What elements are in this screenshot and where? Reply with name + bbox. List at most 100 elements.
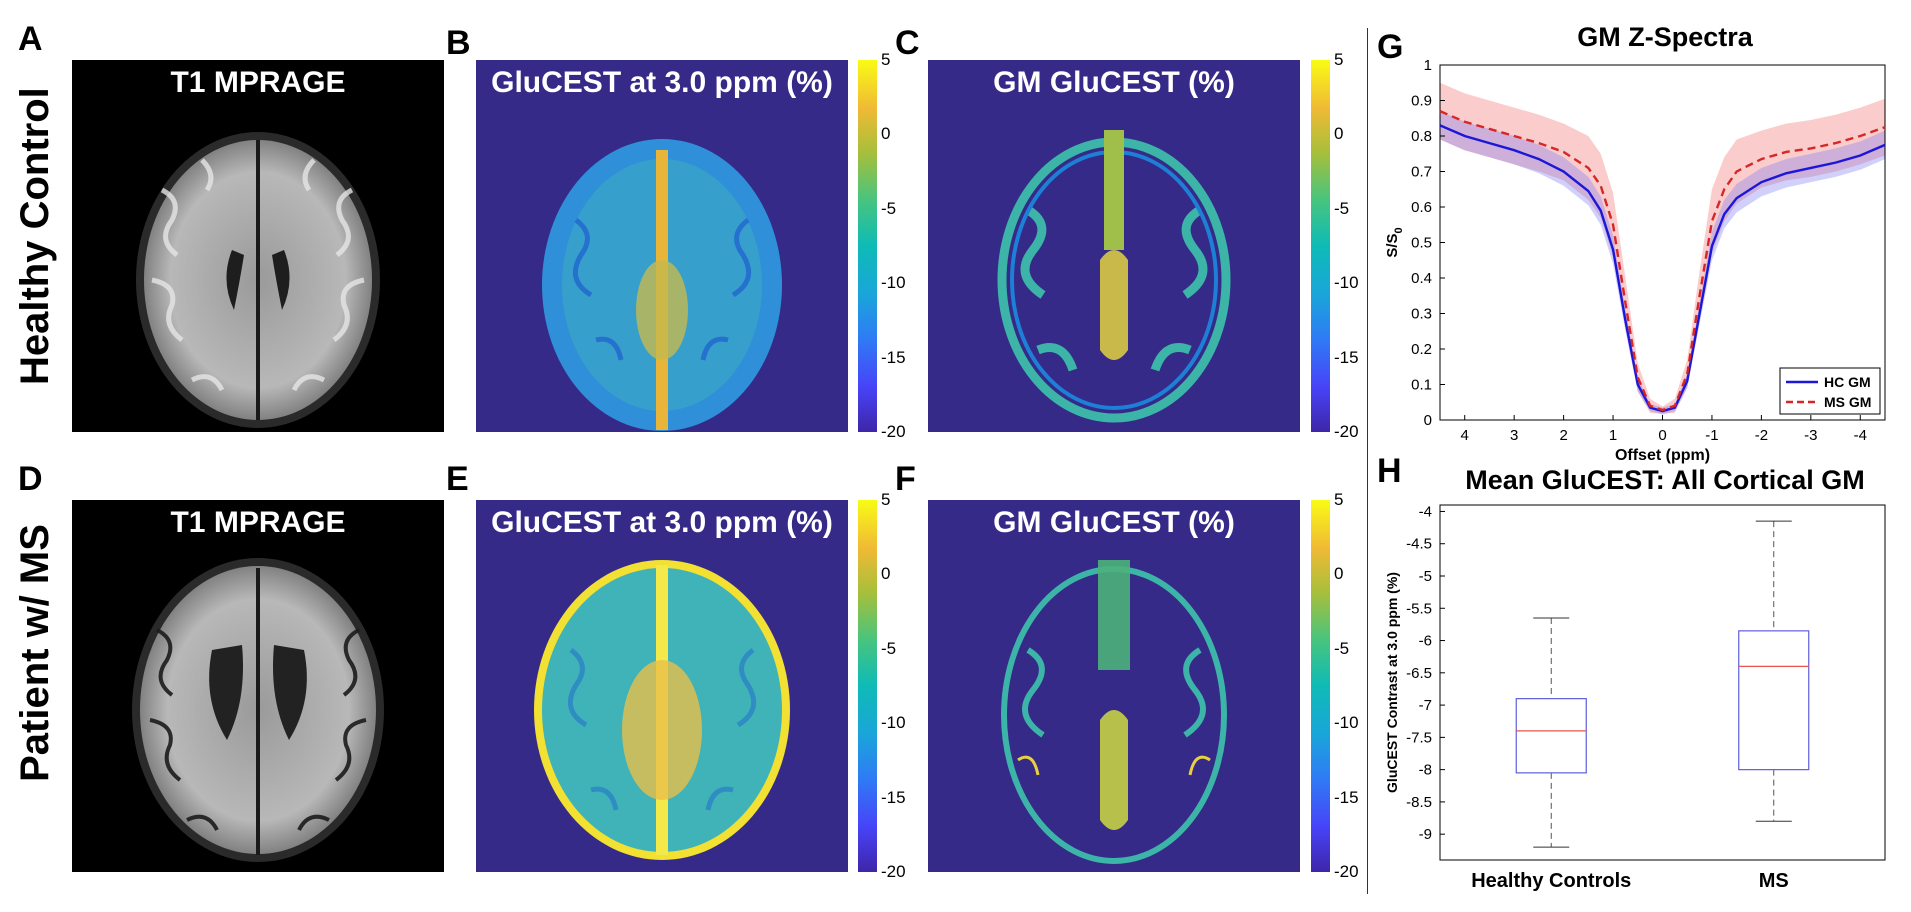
glucest-map-ms: GluCEST at 3.0 ppm (%) <box>476 500 848 872</box>
x-tick-label: -1 <box>1705 427 1718 444</box>
series-band-1 <box>1440 82 1885 414</box>
colorbar-tick-label: -10 <box>1334 713 1359 733</box>
colorbar-tick-label: 5 <box>1334 490 1344 509</box>
y-tick-label: 0.7 <box>1411 164 1432 181</box>
colorbar-tick-label: -5 <box>1334 198 1350 218</box>
row-label-patient-ms: Patient w/ MS <box>13 524 57 782</box>
panel-title-f: GM GluCEST (%) <box>993 506 1235 539</box>
y-tick-label: -8.5 <box>1406 794 1432 811</box>
t1-image-ms: T1 MPRAGE <box>72 500 444 872</box>
x-axis-label: Offset (ppm) <box>1615 447 1710 464</box>
colorbar-tick-label: -10 <box>1334 273 1359 293</box>
panel-letter-g: G <box>1377 28 1404 66</box>
colorbar-tick-label: 0 <box>1334 124 1344 144</box>
colorbar-tick-label: -15 <box>1334 347 1359 367</box>
y-tick-label: 0 <box>1424 412 1432 429</box>
colorbar-tick-label: -5 <box>881 638 897 658</box>
colorbar-tick-label: 5 <box>1334 50 1344 69</box>
x-category-label: MS <box>1759 870 1789 892</box>
colorbar-tick-label: -20 <box>881 422 906 441</box>
y-tick-label: -6.5 <box>1406 665 1432 682</box>
colorbar-e <box>858 500 877 872</box>
colorbar-tick-label: -15 <box>881 347 906 367</box>
z-spectra-chart: 4 3 2 1 0 -1 -2 -3 -4 0 0.1 0.2 0.3 0.4 0.5 0.6 0.7 0.8 0.… <box>1384 57 1886 464</box>
box-0 <box>1515 698 1587 774</box>
y-tick-label: -4 <box>1419 503 1432 520</box>
y-tick-label: -6 <box>1419 633 1432 650</box>
colorbar-tick-label: 0 <box>881 564 891 584</box>
x-category-label: Healthy Controls <box>1471 870 1631 892</box>
gm-glucest-map-healthy: GM GluCEST (%) <box>928 60 1300 432</box>
y-tick-label: -7 <box>1419 697 1432 714</box>
panel-letter-f: F <box>895 460 916 498</box>
colorbar-tick-label: -5 <box>1334 638 1350 658</box>
y-tick-label: 0.1 <box>1411 377 1432 394</box>
x-tick-label: 1 <box>1609 427 1617 444</box>
gm-glucest-map-ms: GM GluCEST (%) <box>928 500 1300 872</box>
colorbar-b <box>858 60 877 432</box>
colorbar-tick-label: -10 <box>881 273 906 293</box>
panel-letter-b: B <box>446 24 471 62</box>
legend-box <box>1779 367 1881 415</box>
y-tick-label: -7.5 <box>1406 729 1432 746</box>
box-1 <box>1738 630 1810 771</box>
chart-title-h: Mean GluCEST: All Cortical GM <box>1465 465 1865 495</box>
colorbar-tick-label: -20 <box>881 862 906 881</box>
y-tick-label: 0.9 <box>1411 93 1432 110</box>
legend-label: MS GM <box>1824 394 1871 410</box>
glucest-boxplot-chart: -4 -4.5 -5 -5.5 -6 -6.5 -7 -7.5 -8 -8.5 -9 Healthy … <box>1384 503 1886 892</box>
panel-title-b: GluCEST at 3.0 ppm (%) <box>491 66 833 99</box>
y-tick-label: 0.2 <box>1411 341 1432 358</box>
chart-title-g: GM Z-Spectra <box>1577 22 1753 52</box>
colorbar-tick-label: -15 <box>881 787 906 807</box>
y-tick-label: 1 <box>1424 57 1432 74</box>
panel-letter-e: E <box>446 460 469 498</box>
x-tick-label: -4 <box>1854 427 1867 444</box>
colorbar-tick-label: -5 <box>881 198 897 218</box>
y-tick-label: 0.4 <box>1411 270 1432 287</box>
colorbar-f <box>1311 500 1330 872</box>
y-tick-label: -8 <box>1419 762 1432 779</box>
colorbar-tick-label: -10 <box>881 713 906 733</box>
legend-label: HC GM <box>1824 374 1871 390</box>
x-tick-label: 4 <box>1461 427 1469 444</box>
gm-glucest-ms-graphic <box>1001 560 1227 864</box>
panel-title-c: GM GluCEST (%) <box>993 66 1235 99</box>
y-tick-label: 0.8 <box>1411 128 1432 145</box>
gm-glucest-healthy-graphic <box>997 130 1231 423</box>
brain-t1-ms-graphic <box>132 558 384 862</box>
y-axis-label: GluCEST Contrast at 3.0 ppm (%) <box>1384 572 1400 793</box>
colorbar-c <box>1311 60 1330 432</box>
panel-title-a: T1 MPRAGE <box>170 66 346 99</box>
y-tick-label: -4.5 <box>1406 536 1432 553</box>
brain-t1-healthy-graphic <box>136 132 380 428</box>
panel-title-d: T1 MPRAGE <box>170 506 346 539</box>
x-tick-label: 2 <box>1559 427 1567 444</box>
glucest-map-healthy: GluCEST at 3.0 ppm (%) <box>476 60 848 432</box>
y-axis-label: S/S0 <box>1384 227 1405 257</box>
panel-letter-a: A <box>18 20 43 58</box>
plot-frame <box>1439 504 1886 861</box>
y-tick-label: 0.5 <box>1411 235 1432 252</box>
colorbar-tick-label: -20 <box>1334 862 1359 881</box>
t1-image-healthy: T1 MPRAGE <box>72 60 444 432</box>
series-line-ms-gm <box>1439 110 1886 412</box>
y-tick-label: 0.6 <box>1411 199 1432 216</box>
y-tick-label: -5.5 <box>1406 600 1432 617</box>
x-tick-label: 3 <box>1510 427 1518 444</box>
x-tick-label: -3 <box>1804 427 1817 444</box>
panel-letter-d: D <box>18 460 43 498</box>
x-tick-label: 0 <box>1658 427 1666 444</box>
x-tick-label: -2 <box>1755 427 1768 444</box>
panel-title-e: GluCEST at 3.0 ppm (%) <box>491 506 833 539</box>
panel-letter-c: C <box>895 24 920 62</box>
colorbar-tick-label: -20 <box>1334 422 1359 441</box>
y-tick-label: -5 <box>1419 568 1432 585</box>
colorbar-tick-label: 0 <box>881 124 891 144</box>
colorbar-tick-label: 5 <box>881 50 891 69</box>
colorbar-tick-label: 5 <box>881 490 891 509</box>
row-label-healthy-control: Healthy Control <box>13 87 57 385</box>
glucest-ms-graphic <box>534 560 790 860</box>
colorbar-tick-label: -15 <box>1334 787 1359 807</box>
panel-letter-h: H <box>1377 452 1402 490</box>
